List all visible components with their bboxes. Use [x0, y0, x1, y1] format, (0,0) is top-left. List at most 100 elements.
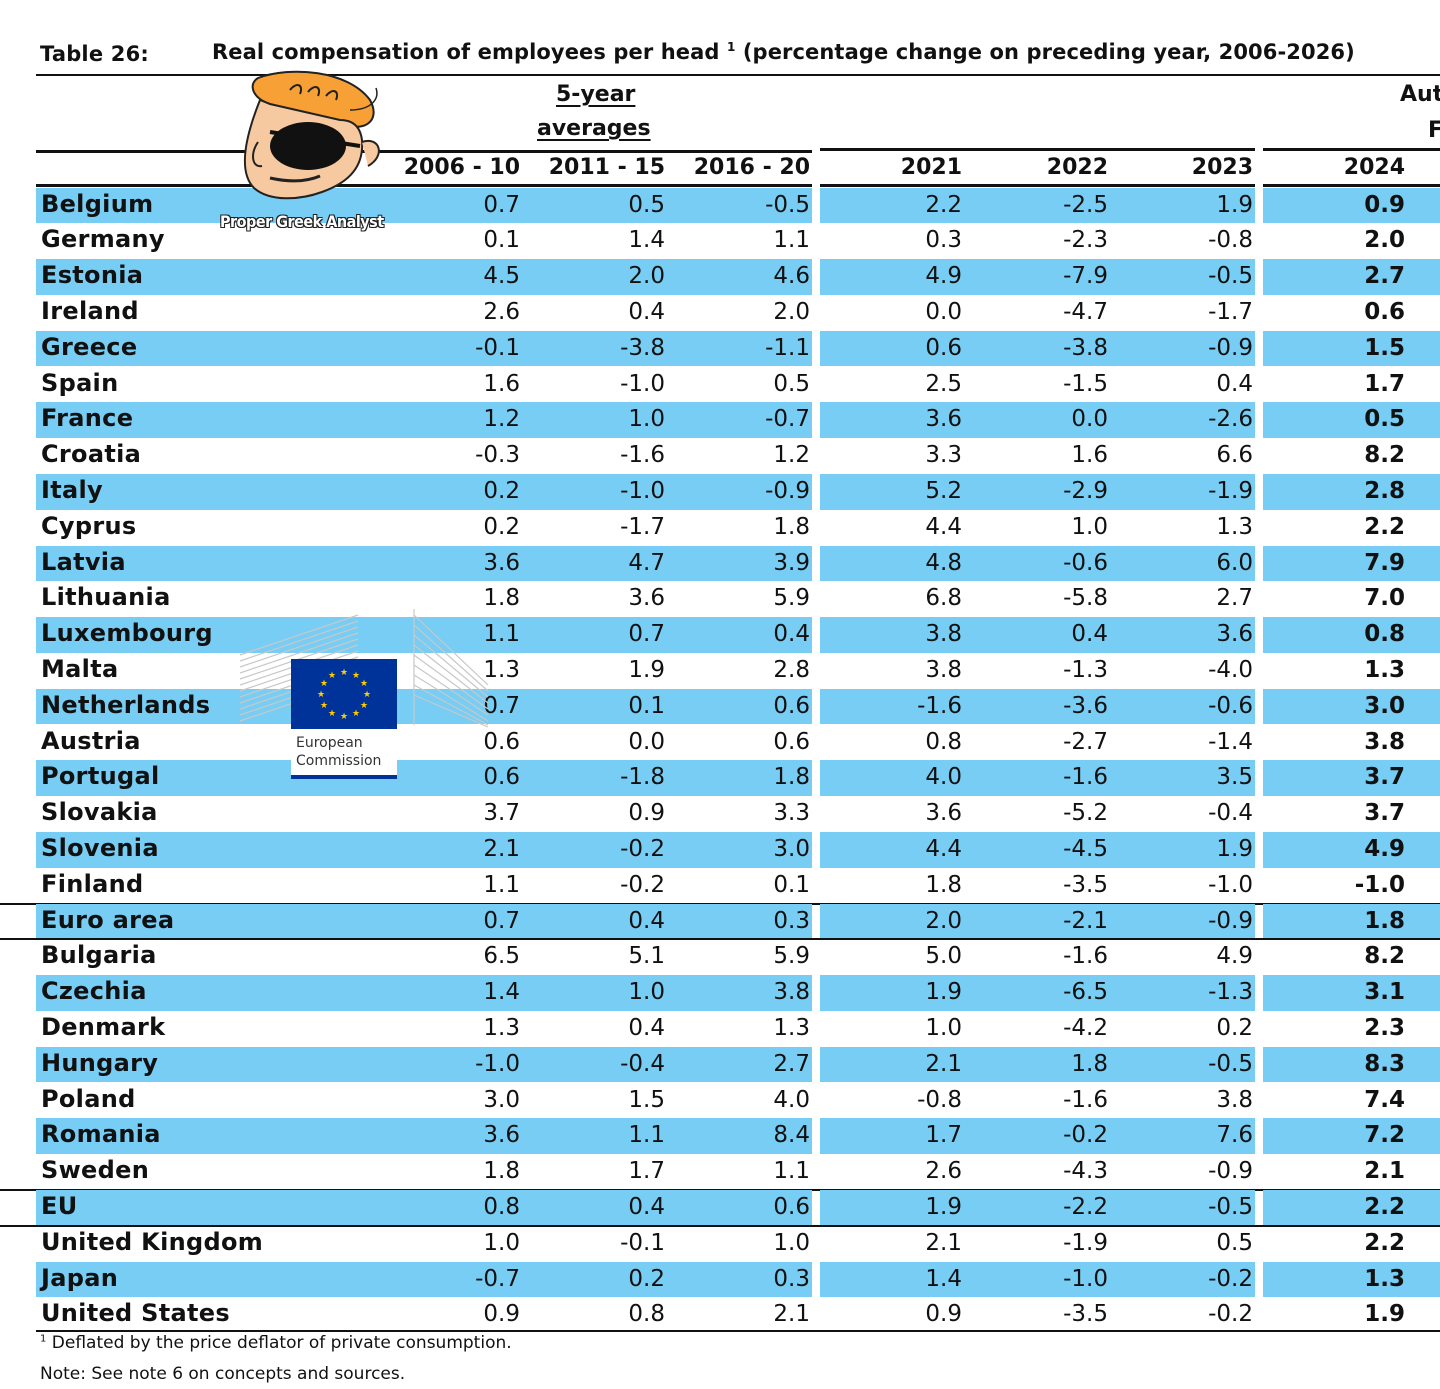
row-shading	[36, 975, 812, 1011]
table-cell: 3.0	[483, 1086, 520, 1113]
table-cell: 1.9	[628, 656, 665, 683]
table-cell: 3.9	[773, 549, 810, 576]
table-cell: 1.1	[483, 621, 520, 648]
row-shading	[820, 1154, 1255, 1190]
svg-text:★: ★	[317, 690, 325, 700]
top-rule	[36, 74, 1440, 76]
table-cell: 0.2	[483, 513, 520, 540]
table-cell: 0.1	[628, 692, 665, 719]
table-cell: 1.1	[483, 871, 520, 898]
table-cell: 2.1	[925, 1229, 962, 1256]
table-cell: -0.8	[917, 1086, 962, 1113]
svg-text:★: ★	[328, 709, 336, 719]
table-cell: 5.2	[925, 477, 962, 504]
table-cell: 3.8	[1364, 728, 1405, 755]
table-cell: 1.9	[925, 979, 962, 1006]
footnote: 1 Deflated by the price deflator of priv…	[40, 1333, 512, 1353]
row-shading	[1263, 975, 1440, 1011]
footnote-text: Deflated by the price deflator of privat…	[51, 1333, 512, 1353]
header-rule-mid	[820, 184, 1255, 187]
table-cell: -0.9	[1208, 334, 1253, 361]
table-cell: -1.6	[1063, 1086, 1108, 1113]
table-cell: -3.5	[1063, 871, 1108, 898]
table-cell: 0.9	[1364, 191, 1405, 218]
country-name: Luxembourg	[41, 619, 213, 648]
country-name: Euro area	[41, 905, 175, 934]
table-cell: 3.6	[1216, 621, 1253, 648]
table-cell: 1.3	[483, 656, 520, 683]
table-cell: -0.5	[765, 191, 810, 218]
table-row: Ireland 2.6 0.4 2.0 0.0 -4.7 -1.7 0.6	[0, 295, 1440, 331]
row-shading	[820, 1011, 1255, 1047]
table-row: United Kingdom 1.0 -0.1 1.0 2.1 -1.9 0.5 2.2	[0, 1226, 1440, 1262]
group-rule-left	[36, 150, 812, 153]
table-cell: 1.9	[925, 1193, 962, 1220]
table-cell: 2.6	[483, 298, 520, 325]
table-cell: -2.3	[1063, 227, 1108, 254]
country-name: Ireland	[41, 296, 139, 325]
row-shading	[36, 1189, 812, 1226]
table-cell: 1.2	[773, 442, 810, 469]
row-shading	[1263, 581, 1440, 617]
table-cell: 1.6	[483, 370, 520, 397]
row-shading	[1263, 1154, 1440, 1190]
table-cell: -0.7	[765, 406, 810, 433]
svg-text:★: ★	[320, 679, 328, 689]
table-row: Greece -0.1 -3.8 -1.1 0.6 -3.8 -0.9 1.5	[0, 330, 1440, 367]
table-cell: -3.6	[1063, 692, 1108, 719]
table-row: Malta 1.3 1.9 2.8 3.8 -1.3 -4.0 1.3	[0, 653, 1440, 689]
table-cell: 1.4	[925, 1265, 962, 1292]
table-cell: 3.3	[773, 800, 810, 827]
table-cell: 0.4	[773, 621, 810, 648]
row-shading	[36, 1046, 812, 1083]
table-cell: 0.4	[1071, 621, 1108, 648]
table-cell: 0.8	[628, 1301, 665, 1328]
country-name: Hungary	[41, 1048, 159, 1077]
row-shading	[1263, 402, 1440, 439]
table-cell: 6.5	[483, 943, 520, 970]
row-shading	[1263, 617, 1440, 653]
row-shading	[1263, 688, 1440, 725]
row-shading	[820, 868, 1255, 904]
table-cell: 2.1	[1364, 1158, 1405, 1185]
european-commission-label: European Commission	[296, 734, 381, 770]
row-shading	[820, 438, 1255, 474]
row-shading	[1263, 868, 1440, 904]
table-row: Portugal 0.6 -1.8 1.8 4.0 -1.6 3.5 3.7	[0, 760, 1440, 797]
country-name: Malta	[41, 654, 119, 683]
table-cell: -2.9	[1063, 477, 1108, 504]
row-shading	[36, 688, 812, 725]
table-cell: 2.2	[1364, 1193, 1405, 1220]
country-name: Bulgaria	[41, 941, 157, 970]
row-shading	[820, 1297, 1255, 1333]
table-row: Euro area 0.7 0.4 0.3 2.0 -2.1 -0.9 1.8	[0, 903, 1440, 940]
row-shading	[36, 330, 812, 367]
row-shading	[820, 653, 1255, 689]
table-cell: 2.1	[773, 1301, 810, 1328]
table-cell: -0.1	[475, 334, 520, 361]
table-cell: 3.6	[925, 800, 962, 827]
row-separator	[0, 1224, 1440, 1227]
table-cell: 4.5	[483, 263, 520, 290]
table-cell: -4.0	[1208, 656, 1253, 683]
table-cell: 0.1	[773, 871, 810, 898]
group-header-5yr-line2: averages	[537, 116, 651, 141]
table-cell: 2.7	[1364, 263, 1405, 290]
table-cell: -1.9	[1063, 1229, 1108, 1256]
table-cell: 2.7	[1216, 585, 1253, 612]
table-cell: 1.0	[628, 979, 665, 1006]
row-shading	[820, 1046, 1255, 1083]
table-cell: 2.0	[1364, 227, 1405, 254]
table-row: Netherlands 0.7 0.1 0.6 -1.6 -3.6 -0.6 3.0	[0, 688, 1440, 725]
table-cell: -1.5	[1063, 370, 1108, 397]
table-cell: -1.0	[1063, 1265, 1108, 1292]
row-shading	[820, 367, 1255, 403]
table-cell: 7.6	[1216, 1122, 1253, 1149]
table-cell: -0.5	[1208, 263, 1253, 290]
table-cell: 7.9	[1364, 549, 1405, 576]
table-cell: 1.8	[1071, 1050, 1108, 1077]
table-cell: -0.8	[1208, 227, 1253, 254]
row-shading	[1263, 223, 1440, 259]
table-cell: 1.5	[628, 1086, 665, 1113]
row-shading	[36, 367, 812, 403]
